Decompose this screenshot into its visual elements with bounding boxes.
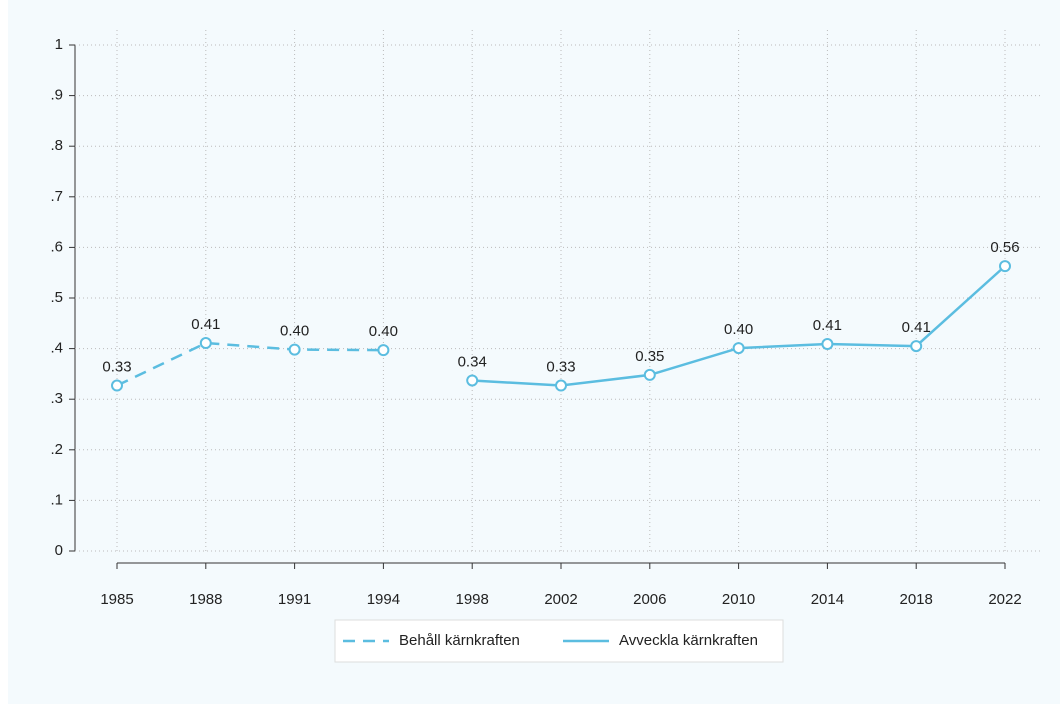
value-label: 0.56	[990, 239, 1019, 256]
y-tick-label: .5	[50, 289, 63, 306]
x-tick-label: 1998	[456, 591, 489, 608]
x-tick-label: 1991	[278, 591, 311, 608]
legend-box	[334, 619, 784, 663]
point	[821, 338, 834, 351]
point	[288, 343, 301, 356]
point	[910, 340, 923, 353]
value-label: 0.35	[635, 348, 664, 365]
y-tick-label: 1	[55, 36, 63, 53]
value-label: 0.41	[813, 317, 842, 334]
point	[377, 344, 390, 357]
point	[111, 379, 123, 392]
background	[8, 0, 1060, 704]
x-tick-label: 1985	[100, 591, 133, 608]
x-tick-label: 2018	[900, 591, 933, 608]
legend-label: Behåll kärnkraften	[399, 632, 520, 649]
y-tick-label: .8	[50, 137, 63, 154]
point	[732, 342, 745, 355]
x-tick-label: 2014	[811, 591, 844, 608]
value-label: 0.34	[458, 353, 487, 370]
value-label: 0.41	[191, 316, 220, 333]
value-label: 0.33	[102, 359, 131, 376]
point	[999, 260, 1011, 273]
x-tick-label: 1988	[189, 591, 222, 608]
y-tick-label: .3	[50, 390, 63, 407]
x-tick-label: 2002	[544, 591, 577, 608]
y-tick-label: .1	[50, 491, 63, 508]
x-tick-label: 2022	[988, 591, 1021, 608]
point	[466, 374, 479, 387]
y-tick-label: .6	[50, 238, 63, 255]
legend-label: Avveckla kärnkraften	[619, 632, 758, 649]
value-label: 0.33	[546, 359, 575, 376]
y-tick-label: 0	[55, 542, 63, 559]
y-tick-label: .2	[50, 441, 63, 458]
y-tick-label: .7	[50, 188, 63, 205]
point	[199, 337, 212, 350]
point	[555, 379, 567, 392]
value-label: 0.41	[902, 319, 931, 336]
x-tick-label: 2010	[722, 591, 755, 608]
x-tick-label: 2006	[633, 591, 666, 608]
series-line	[116, 341, 384, 387]
x-tick-label: 1994	[367, 591, 400, 608]
value-label: 0.40	[369, 323, 398, 340]
point	[643, 368, 656, 381]
y-tick-label: .9	[50, 87, 63, 104]
y-tick-label: .4	[50, 340, 63, 357]
value-label: 0.40	[724, 321, 753, 338]
value-label: 0.40	[280, 323, 309, 340]
